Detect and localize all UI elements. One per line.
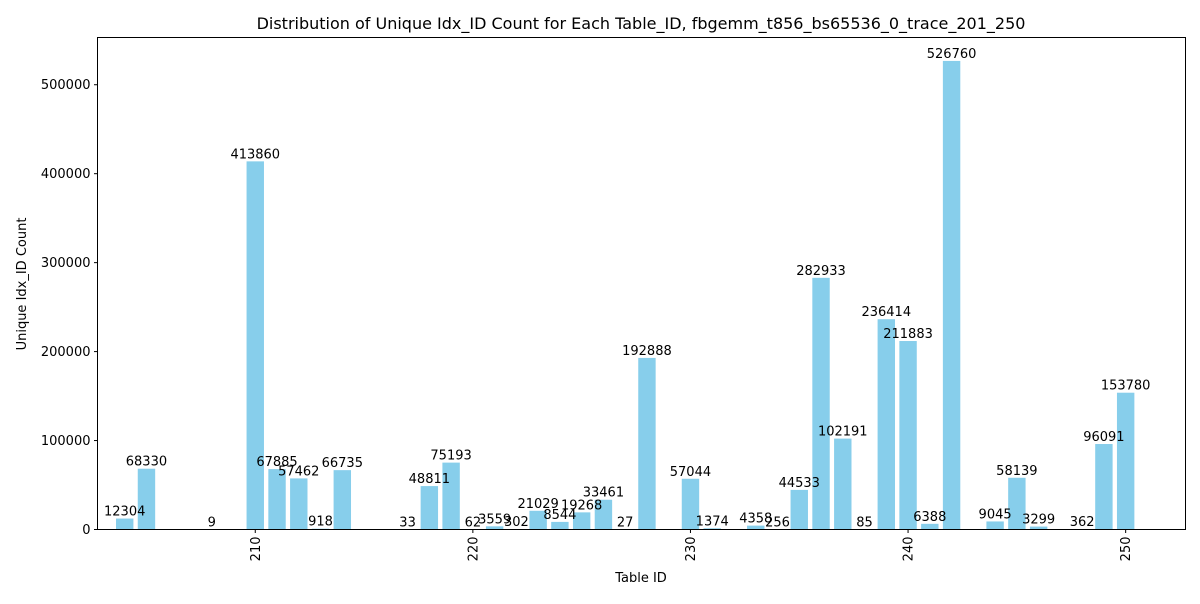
- bar-table-218: [421, 486, 438, 529]
- bar-table-244: [986, 521, 1003, 529]
- bar-table-239: [878, 319, 895, 529]
- bar-table-242: [943, 61, 960, 530]
- bar-value-label-212: 57462: [278, 464, 319, 479]
- bar-value-label-235: 44533: [779, 476, 820, 491]
- y-axis-label: Unique Idx_ID Count: [15, 218, 30, 351]
- bar-value-label-213: 918: [308, 515, 333, 530]
- x-tick-label: 240: [902, 537, 917, 562]
- bar-value-label-237: 102191: [818, 425, 868, 440]
- bar-table-205: [138, 469, 155, 530]
- bar-value-label-248: 362: [1070, 515, 1095, 530]
- bar-table-250: [1117, 393, 1134, 530]
- y-tick-label: 300000: [41, 256, 91, 271]
- bar-value-label-208: 9: [208, 515, 216, 530]
- bar-value-label-227: 27: [617, 515, 634, 530]
- bar-table-210: [247, 161, 264, 529]
- y-tick-label: 500000: [41, 78, 91, 93]
- y-tick-label: 200000: [41, 345, 91, 360]
- bar-value-label-219: 75193: [430, 449, 471, 464]
- bar-table-228: [638, 358, 655, 530]
- bar-value-label-236: 282933: [796, 264, 846, 279]
- x-tick-label: 230: [684, 537, 699, 562]
- bar-table-237: [834, 439, 851, 530]
- bar-value-label-250: 153780: [1101, 379, 1151, 394]
- bar-table-214: [334, 470, 351, 529]
- x-tick-label: 210: [249, 537, 264, 562]
- bar-value-label-249: 96091: [1083, 430, 1124, 445]
- bar-value-label-238: 85: [856, 515, 873, 530]
- bar-table-212: [290, 478, 307, 529]
- x-ticks-layer: 210 220 230 240 250: [249, 530, 1134, 562]
- bar-value-label-228: 192888: [622, 344, 672, 359]
- bar-value-label-241: 6388: [913, 510, 946, 525]
- bar-value-label-204: 12304: [104, 505, 145, 520]
- bar-table-224: [551, 522, 568, 530]
- bar-value-label-246: 3299: [1022, 513, 1055, 528]
- chart-title: Distribution of Unique Idx_ID Count for …: [257, 14, 1026, 34]
- bar-value-label-234: 256: [765, 515, 790, 530]
- y-tick-label: 100000: [41, 434, 91, 449]
- y-tick-label: 400000: [41, 167, 91, 182]
- x-tick-label: 250: [1119, 537, 1134, 562]
- bar-table-249: [1095, 444, 1112, 529]
- bar-value-label-226: 33461: [583, 486, 624, 501]
- bar-value-label-231: 1374: [696, 514, 729, 529]
- bar-value-label-240: 211883: [883, 327, 933, 342]
- bar-table-240: [899, 341, 916, 529]
- x-tick-label: 220: [466, 537, 481, 562]
- bar-value-label-239: 236414: [861, 305, 911, 320]
- bar-value-label-230: 57044: [670, 465, 711, 480]
- bar-value-label-217: 33: [399, 515, 416, 530]
- bar-table-235: [791, 490, 808, 530]
- bar-value-label-214: 66735: [322, 456, 363, 471]
- bar-table-204: [116, 519, 133, 530]
- bar-value-label-244: 9045: [979, 507, 1012, 522]
- bar-value-label-242: 526760: [927, 47, 977, 62]
- bar-value-label-210: 413860: [230, 147, 280, 162]
- y-tick-label: 0: [82, 523, 90, 538]
- y-ticks-layer: 0 100000 200000 300000 400000 500000: [41, 78, 98, 538]
- bar-value-label-222: 302: [504, 515, 529, 530]
- bar-table-236: [812, 278, 829, 530]
- bar-value-label-218: 48811: [409, 472, 450, 487]
- bar-value-label-205: 68330: [126, 455, 167, 470]
- bar-value-label-245: 58139: [996, 464, 1037, 479]
- x-axis-label: Table ID: [614, 571, 667, 586]
